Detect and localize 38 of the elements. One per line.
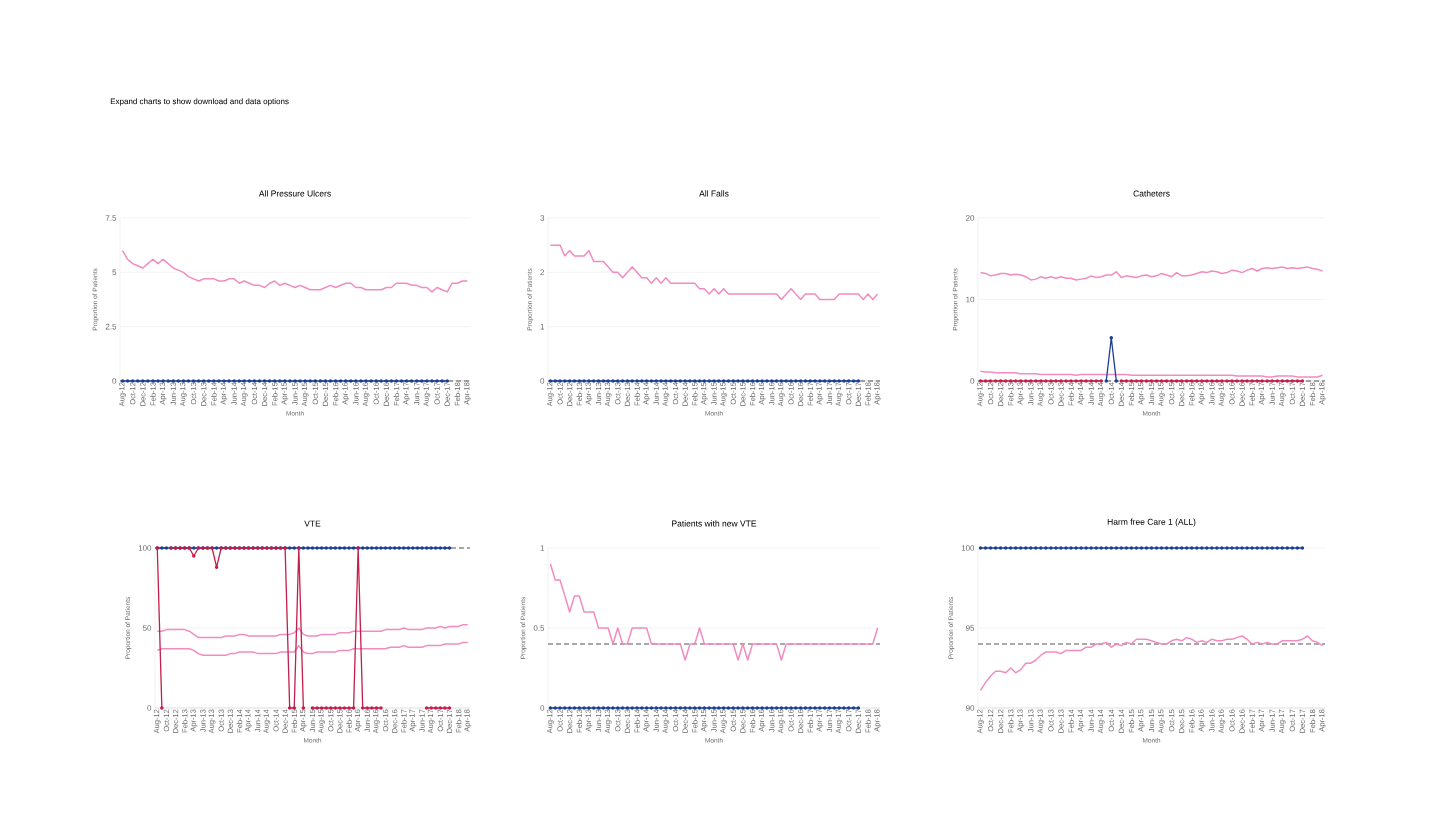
y-tick-label: 0 [147,705,152,711]
y-tick-label: 2.5 [105,323,117,330]
y-tick-label: 95 [965,625,975,631]
point [443,706,447,710]
chart-title: VTE [304,520,321,527]
y-tick-label: 0 [540,705,545,711]
line-series [979,266,1324,281]
y-tick-label: 50 [142,625,152,631]
y-tick-label: 0 [540,378,545,384]
chart-title: Harm free Care 1 (ALL) [1107,518,1196,527]
chart-title: All Pressure Ulcers [258,190,331,197]
y-tick-label: 0 [112,378,117,384]
text: Expand charts to show download and data options [110,98,289,106]
y-tick-label: 1 [540,323,545,330]
point [287,706,292,710]
y-tick-label: 7.5 [105,215,117,221]
y-tick-label: 100 [138,545,152,551]
y-tick-label: 20 [966,215,975,221]
point [192,554,196,558]
y-tick-label: 100 [961,545,975,551]
point [333,706,338,710]
y-tick-label: 2 [540,269,545,276]
y-tick-label: 10 [966,296,975,303]
point [315,706,319,710]
point [324,706,328,710]
chart-title: Patients with new VTE [672,520,757,527]
y-tick-label: 5 [112,269,117,276]
y-tick-label: 90 [965,705,975,711]
point [370,706,374,710]
y-tick-label: 3 [540,215,545,221]
y-tick-label: 0.5 [533,625,545,631]
point [342,706,347,710]
point [379,706,383,710]
chart-title: Catheters [1133,190,1170,197]
y-tick-label: 1 [540,545,545,551]
chart-title: All Falls [699,190,729,197]
point [214,565,219,569]
y-tick-label: 0 [970,378,975,384]
